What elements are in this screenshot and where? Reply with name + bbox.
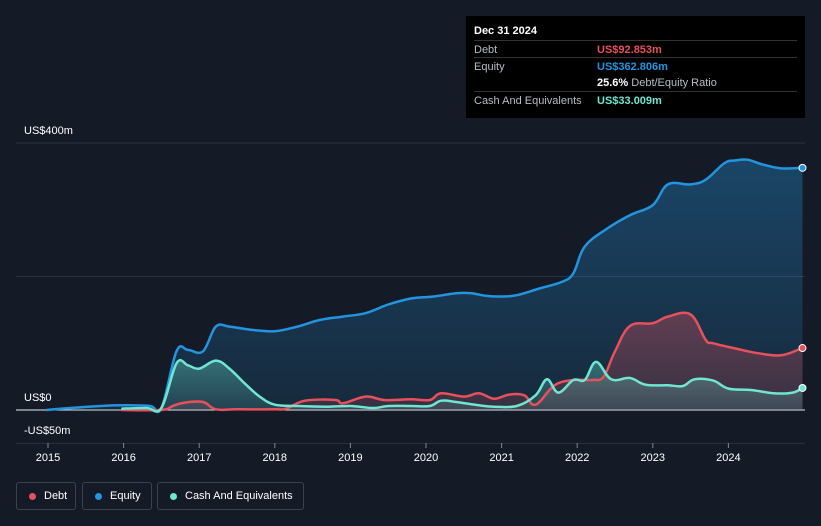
tooltip-ratio-value: 25.6% [597, 77, 629, 89]
y-tick-label-top: US$400m [24, 125, 73, 137]
endpoint-equity [798, 163, 807, 172]
legend-cash[interactable]: Cash And Equivalents [157, 482, 304, 510]
x-tick-label-2020: 2020 [414, 452, 438, 464]
tooltip-date: Dec 31 2024 [474, 25, 537, 37]
tooltip-row-equity: Equity US$362.806m [474, 57, 797, 75]
tooltip-equity-value: US$362.806m [597, 61, 668, 73]
tooltip-ratio: 25.6% Debt/Equity Ratio [597, 77, 717, 89]
tooltip-panel: Dec 31 2024 Debt US$92.853m Equity US$36… [466, 16, 805, 118]
tooltip-row-cash: Cash And Equivalents US$33.009m [474, 91, 797, 109]
legend-cash-label: Cash And Equivalents [185, 490, 293, 502]
legend-equity[interactable]: Equity [82, 482, 152, 510]
line-equity [46, 158, 803, 414]
x-tick-label-2015: 2015 [36, 452, 60, 464]
x-tick-label-2018: 2018 [263, 452, 287, 464]
x-tick-label-2017: 2017 [187, 452, 211, 464]
line-debt [121, 311, 803, 412]
legend-equity-label: Equity [110, 490, 141, 502]
cash-dot-icon [170, 493, 177, 500]
y-tick-label-zero: US$0 [24, 392, 52, 404]
area-equity [46, 159, 803, 412]
tooltip-row-ratio: 25.6% Debt/Equity Ratio [474, 74, 797, 91]
y-tick-label-bottom: -US$50m [24, 425, 71, 437]
legend-debt[interactable]: Debt [16, 482, 76, 510]
x-tick-label-2016: 2016 [111, 452, 135, 464]
x-tick-label-2022: 2022 [565, 452, 589, 464]
tooltip-debt-label: Debt [474, 44, 498, 56]
x-tick-label-2021: 2021 [489, 452, 513, 464]
tooltip-cash-value: US$33.009m [597, 95, 662, 107]
x-tick-label-2019: 2019 [338, 452, 362, 464]
legend-debt-label: Debt [44, 490, 68, 502]
tooltip-debt-value: US$92.853m [597, 44, 662, 56]
tooltip-cash-label: Cash And Equivalents [474, 95, 582, 107]
equity-dot-icon [95, 493, 102, 500]
tooltip-ratio-label: Debt/Equity Ratio [631, 77, 717, 89]
endpoint-cash-and-equivalents [798, 383, 807, 392]
x-tick-label-2023: 2023 [641, 452, 665, 464]
tooltip-row-debt: Debt US$92.853m [474, 40, 797, 58]
area-cash-and-equivalents [121, 360, 803, 412]
endpoint-debt [798, 344, 807, 353]
debt-dot-icon [29, 493, 36, 500]
tooltip-equity-label: Equity [474, 61, 505, 73]
line-cash-and-equivalents [121, 358, 804, 413]
x-tick-label-2024: 2024 [716, 452, 740, 464]
